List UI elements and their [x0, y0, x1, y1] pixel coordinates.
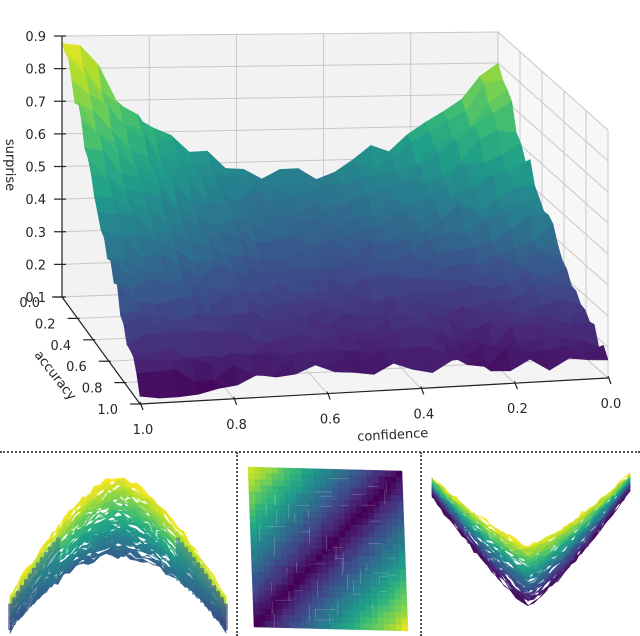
y-tick-label: 0.4 [51, 339, 72, 354]
z-tick-label: 0.3 [25, 226, 46, 241]
y-tick-label: 0.0 [19, 296, 40, 311]
z-tick-label: 0.8 [25, 63, 46, 78]
top-view-heatmap-panel [238, 455, 420, 635]
valley-surface-svg [431, 472, 631, 607]
y-tick-label: 0.2 [35, 317, 56, 332]
z-tick-label: 0.2 [25, 258, 46, 273]
x-tick-label: 0.8 [226, 418, 247, 433]
panel-divider-vertical-left [236, 452, 238, 636]
z-tick-label: 0.1 [25, 291, 46, 306]
y-tick-label: 1.0 [97, 403, 118, 418]
x-tick-label: 0.4 [413, 407, 434, 422]
y-tick-label: 0.6 [66, 360, 87, 375]
axis-ticks: 0.1 0.2 0.3 0.4 0.5 0.6 0.7 0.8 0.9 0.0 0.2 0.4 0.6 0… [19, 30, 621, 438]
arch-surface-svg [8, 477, 228, 635]
x-tick-label: 0.0 [601, 397, 622, 412]
heatmap-svg [247, 466, 409, 634]
side-view-arch-panel [0, 455, 236, 635]
z-axis-label: surprise [2, 139, 17, 191]
y-tick-label: 0.8 [82, 382, 103, 397]
z-tick-label: 0.4 [25, 193, 46, 208]
z-tick-label: 0.5 [25, 161, 46, 176]
main-3d-surface-svg: 0.1 0.2 0.3 0.4 0.5 0.6 0.7 0.8 0.9 0.0 0.2 0.4 0.6 0… [2, 30, 621, 445]
y-axis-label: accuracy [31, 348, 79, 404]
panel-divider-horizontal [0, 451, 640, 453]
z-tick-label: 0.7 [25, 95, 46, 110]
x-tick-label: 0.2 [507, 402, 528, 417]
side-view-valley-panel [422, 455, 640, 635]
main-3d-surface-plot: 0.1 0.2 0.3 0.4 0.5 0.6 0.7 0.8 0.9 0.0 0.2 0.4 0.6 0… [2, 30, 621, 445]
panel-divider-vertical-right [420, 452, 422, 636]
z-tick-label: 0.6 [25, 128, 46, 143]
surface-mesh [61, 43, 609, 399]
z-tick-label: 0.9 [25, 30, 46, 45]
x-tick-label: 1.0 [133, 423, 154, 438]
x-axis-label: confidence [357, 426, 429, 445]
x-tick-label: 0.6 [320, 413, 341, 428]
